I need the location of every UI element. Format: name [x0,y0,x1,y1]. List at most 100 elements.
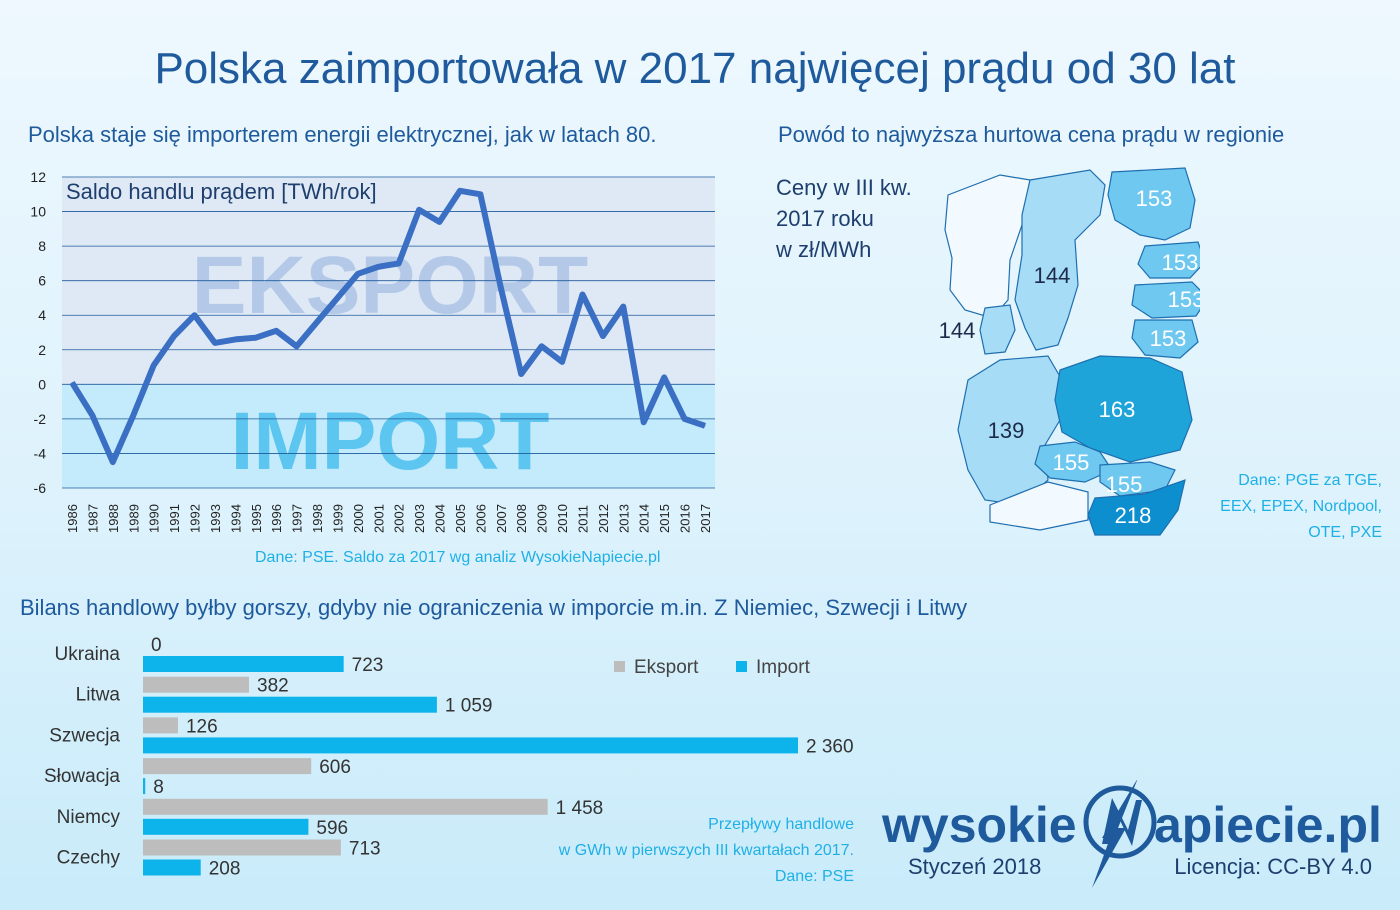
saldo-point [275,330,277,332]
x-tick-label: 2017 [698,504,713,533]
x-tick-label: 2014 [637,504,652,533]
x-tick-label: 1993 [208,504,223,533]
logo-text-right: apiecie.pl [1154,797,1380,853]
export-bar [143,758,312,775]
saldo-point [500,287,502,289]
map-region-austria [989,481,1089,531]
x-tick-label: 2006 [473,504,488,533]
logo-lightning-icon [1092,780,1138,888]
x-tick-label: 2009 [535,504,550,533]
saldo-point [704,425,706,427]
bar-value-label: 1 059 [445,696,493,717]
saldo-point [479,193,481,195]
line-chart-subtitle: Polska staje się importerem energii elek… [28,122,657,147]
map-region-hungary [1087,479,1186,536]
y-tick-label: 4 [38,307,46,323]
legend-swatch [614,661,625,672]
x-tick-label: 2011 [575,505,590,533]
saldo-point [132,414,134,416]
x-tick-label: 2016 [678,504,693,533]
y-tick-label: -4 [34,445,47,461]
bar-value-label: 8 [153,777,164,798]
category-label: Szwecja [49,725,120,746]
saldo-point [581,293,583,295]
export-bar [143,717,178,734]
bar-source-line: w GWh w pierwszych III kwartałach 2017. [558,842,854,859]
saldo-point [541,345,543,347]
license: Licencja: CC-BY 4.0 [1174,854,1372,879]
price-label: 163 [1099,397,1136,422]
map-caption-line: Ceny w III kw. [776,175,912,200]
category-label: Czechy [57,848,121,869]
x-tick-label: 2005 [453,504,468,533]
legend-swatch [736,661,747,672]
saldo-point [71,382,73,384]
map-source: Dane: PGE za TGE, EEX, EPEX, Nordpool, O… [1150,468,1382,546]
saldo-point [357,273,359,275]
price-label: 144 [1034,263,1071,288]
map-source-line: OTE, PXE [1308,524,1382,541]
publish-date: Styczeń 2018 [908,854,1041,879]
x-tick-label: 1997 [290,504,305,533]
bar-value-label: 606 [319,757,351,778]
logo-bolt-icon [1083,785,1157,859]
x-tick-label: 1989 [126,504,141,533]
logo: wysokie apiecie.pl Styczeń 2018 Licencja… [881,780,1380,888]
category-label: Słowacja [44,766,120,787]
bar-source-line: Przepływy handlowe [708,816,854,833]
bar-value-label: 208 [209,859,241,880]
x-tick-label: 1988 [106,504,121,533]
map-caption: Ceny w III kw. 2017 roku w zł/MWh [776,172,912,265]
price-label: 153 [1168,287,1200,312]
y-tick-label: -6 [34,480,47,496]
legend-label: Eksport [634,657,699,678]
price-label: 144 [939,318,976,343]
price-label: 139 [988,418,1025,443]
price-label: 218 [1115,503,1152,528]
line-chart: EKSPORT IMPORT -6 -4 -2 0 2 4 6 8 10 12 Saldo handlu… [30,169,715,533]
x-tick-label: 1991 [167,504,182,533]
category-label: Niemcy [57,807,121,828]
saldo-point [336,297,338,299]
map-subtitle: Powód to najwyższa hurtowa cena prądu w … [778,122,1285,147]
y-tick-label: 10 [30,204,46,220]
saldo-point [296,345,298,347]
map-region-denmark [979,304,1016,355]
saldo-point [663,376,665,378]
map-region-poland [1054,355,1193,463]
saldo-point [459,190,461,192]
x-tick-label: 1986 [65,504,80,533]
line-chart-source: Dane: PSE. Saldo za 2017 wg analiz Wysok… [255,549,661,566]
bar-value-label: 596 [316,818,348,839]
watermark-export: EKSPORT [192,240,588,331]
saldo-point [214,342,216,344]
x-tick-label: 2012 [596,504,611,533]
x-tick-label: 2000 [351,504,366,533]
saldo-point [561,361,563,363]
map-region-estonia [1137,241,1200,279]
saldo-point [194,314,196,316]
saldo-point [91,414,93,416]
saldo-point [173,335,175,337]
map-region-sweden [1014,169,1106,351]
page-title: Polska zaimportowała w 2017 najwięcej pr… [154,44,1236,93]
bar-value-label: 1 458 [556,798,604,819]
x-tick-label: 2008 [514,504,529,533]
map-source-line: Dane: PGE za TGE, [1238,472,1382,489]
saldo-point [622,306,624,308]
export-bar [143,839,341,856]
import-bar [143,696,437,713]
bar-value-label: 126 [186,716,218,737]
map-source-line: EEX, EPEX, Nordpool, [1220,498,1382,515]
x-tick-label: 2003 [412,504,427,533]
saldo-point [234,338,236,340]
y-tick-label: 0 [38,376,46,392]
y-tick-label: 12 [30,169,46,185]
x-tick-label: 1995 [249,504,264,533]
map-region-lithuania [1131,319,1199,359]
bar-chart-subtitle: Bilans handlowy byłby gorszy, gdyby nie … [20,595,968,620]
y-tick-label: 8 [38,238,46,254]
bar-chart: Ukraina 0 723 Litwa 382 1 059 Szwecja 126 2 360 S… [44,635,854,880]
y-tick-label: 2 [38,342,46,358]
import-bar [143,656,344,672]
